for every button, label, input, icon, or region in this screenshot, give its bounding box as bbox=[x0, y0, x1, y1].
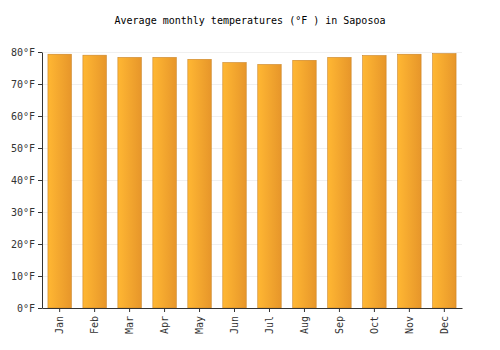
x-tick-label: Dec bbox=[439, 316, 450, 334]
bar bbox=[293, 60, 316, 308]
x-tick: Jan bbox=[54, 308, 65, 334]
y-tick-label: 60°F bbox=[11, 111, 35, 122]
x-axis-line bbox=[43, 308, 463, 309]
x-tick-label: Jan bbox=[54, 316, 65, 334]
y-tick-label: 70°F bbox=[11, 79, 35, 90]
grid bbox=[42, 53, 462, 309]
x-tick-label: Jul bbox=[264, 316, 275, 334]
y-tick-label: 40°F bbox=[11, 175, 35, 186]
x-tick-label: Apr bbox=[159, 316, 170, 334]
x-tick-mark bbox=[374, 308, 375, 312]
y-tick-label: 20°F bbox=[11, 239, 35, 250]
y-tick-mark bbox=[38, 244, 42, 245]
x-tick: Oct bbox=[369, 308, 380, 334]
y-tick-label: 80°F bbox=[11, 47, 35, 58]
x-tick: Jun bbox=[229, 308, 240, 334]
y-tick: 50°F bbox=[11, 143, 42, 154]
bar bbox=[188, 59, 211, 308]
y-tick-label: 30°F bbox=[11, 207, 35, 218]
y-tick-mark bbox=[38, 84, 42, 85]
x-tick-mark bbox=[94, 308, 95, 312]
y-tick-mark bbox=[38, 52, 42, 53]
plot-area bbox=[48, 54, 456, 308]
y-tick: 80°F bbox=[11, 47, 42, 58]
y-axis: 0°F 10°F 20°F 30°F 40°F 50°F 60°F 70°F 80°F bbox=[11, 47, 43, 314]
x-tick-mark bbox=[444, 308, 445, 312]
x-tick-mark bbox=[59, 308, 60, 312]
bar bbox=[48, 54, 71, 308]
x-tick-mark bbox=[129, 308, 130, 312]
x-tick-label: May bbox=[194, 316, 205, 334]
x-tick: Aug bbox=[299, 308, 310, 334]
y-tick-mark bbox=[38, 148, 42, 149]
grid-line bbox=[42, 308, 462, 309]
x-tick-mark bbox=[234, 308, 235, 312]
x-tick-label: Aug bbox=[299, 316, 310, 334]
x-tick: May bbox=[194, 308, 205, 334]
bar bbox=[223, 63, 246, 308]
chart: 0°F 10°F 20°F 30°F 40°F 50°F 60°F 70°F 80°F Jan Fe… bbox=[0, 0, 500, 350]
x-tick-label: Mar bbox=[124, 316, 135, 334]
y-tick: 30°F bbox=[11, 207, 42, 218]
y-axis-line bbox=[42, 53, 43, 309]
x-tick-mark bbox=[199, 308, 200, 312]
x-tick: Mar bbox=[124, 308, 135, 334]
x-axis: Jan Feb Mar Apr May Jun Jul Aug Sep Oct Nov Dec bbox=[43, 308, 463, 334]
x-tick: Sep bbox=[334, 308, 345, 334]
bar bbox=[328, 57, 351, 308]
x-tick-mark bbox=[164, 308, 165, 312]
bar bbox=[153, 57, 176, 308]
x-tick: Feb bbox=[89, 308, 100, 334]
y-tick: 70°F bbox=[11, 79, 42, 90]
y-tick-mark bbox=[38, 308, 42, 309]
x-tick-label: Sep bbox=[334, 316, 345, 334]
y-tick: 40°F bbox=[11, 175, 42, 186]
y-tick-mark bbox=[38, 212, 42, 213]
title: Average monthly temperatures (°F ) in Sa… bbox=[115, 15, 386, 26]
x-tick: Dec bbox=[439, 308, 450, 334]
x-tick-label: Feb bbox=[89, 316, 100, 334]
bar bbox=[398, 54, 421, 308]
y-tick: 60°F bbox=[11, 111, 42, 122]
y-tick-label: 10°F bbox=[11, 271, 35, 282]
y-tick-mark bbox=[38, 180, 42, 181]
y-tick-mark bbox=[38, 116, 42, 117]
bar bbox=[363, 56, 386, 308]
y-tick: 0°F bbox=[17, 303, 42, 314]
y-tick-mark bbox=[38, 276, 42, 277]
x-tick-label: Jun bbox=[229, 316, 240, 334]
bar bbox=[258, 64, 281, 308]
grid-line bbox=[42, 52, 462, 53]
x-tick-label: Oct bbox=[369, 316, 380, 334]
bar bbox=[433, 54, 456, 308]
y-tick: 20°F bbox=[11, 239, 42, 250]
y-tick-label: 0°F bbox=[17, 303, 35, 314]
x-tick-mark bbox=[409, 308, 410, 312]
bar bbox=[83, 55, 106, 308]
x-tick: Jul bbox=[264, 308, 275, 334]
y-tick: 10°F bbox=[11, 271, 42, 282]
x-tick-label: Nov bbox=[404, 316, 415, 334]
x-tick-mark bbox=[339, 308, 340, 312]
x-tick-mark bbox=[269, 308, 270, 312]
x-tick-mark bbox=[304, 308, 305, 312]
x-tick: Nov bbox=[404, 308, 415, 334]
bar bbox=[118, 57, 141, 308]
x-tick: Apr bbox=[159, 308, 170, 334]
y-tick-label: 50°F bbox=[11, 143, 35, 154]
